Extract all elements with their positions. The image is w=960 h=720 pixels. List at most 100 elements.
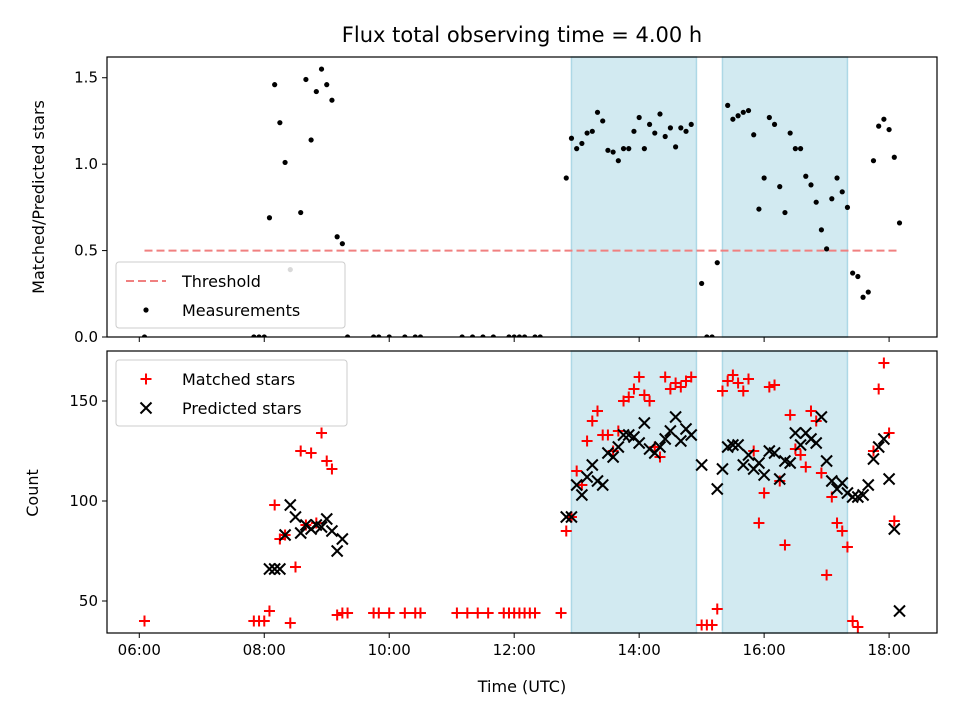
bottom-x-point-34 xyxy=(658,432,672,446)
top-dot-point-39 xyxy=(584,130,590,136)
bottom-plus-point-12 xyxy=(305,447,317,459)
bottom-plus-point-79 xyxy=(779,539,791,551)
top-dot-point-61 xyxy=(704,334,710,337)
bottom-x-point-26 xyxy=(617,428,630,442)
x-tick-label-6: 18:00 xyxy=(867,641,910,659)
top-dot-point-38 xyxy=(579,140,585,147)
bottom-plus-point-100 xyxy=(888,515,900,527)
bottom-x-point-39 xyxy=(685,428,698,442)
bottom-x-point-55 xyxy=(783,456,797,470)
bottom-x-point-57 xyxy=(794,438,807,452)
top-dot-point-26 xyxy=(469,334,476,337)
top-dot-point-82 xyxy=(818,227,825,233)
top-dot-point-43 xyxy=(605,147,611,153)
top-dot-point-89 xyxy=(855,273,861,280)
bottom-x-point-4 xyxy=(284,498,297,512)
bottom-x-point-14 xyxy=(336,532,349,546)
bottom-x-point-73 xyxy=(877,432,891,446)
bottom-x-point-63 xyxy=(825,474,839,488)
top-dot-point-19 xyxy=(371,334,377,337)
bottom-x-point-36 xyxy=(669,410,682,424)
top-dot-point-12 xyxy=(313,88,319,95)
top-dot-point-2 xyxy=(256,334,262,337)
top-dot-point-33 xyxy=(532,334,538,337)
bottom-plus-point-93 xyxy=(852,621,864,633)
bottom-x-point-46 xyxy=(737,458,750,472)
top-dot-point-81 xyxy=(813,199,819,205)
top-dot-point-78 xyxy=(797,146,804,152)
top-dot-point-42 xyxy=(600,118,606,124)
x-tick-label-4: 14:00 xyxy=(618,641,661,659)
top-panel: 0.0 0.5 1.0 1.5 Threshold Measurements xyxy=(74,56,938,346)
top-dot-point-80 xyxy=(808,182,814,188)
top-dot-point-35 xyxy=(563,175,569,181)
bottom-x-point-65 xyxy=(836,476,849,490)
bottom-plus-point-42 xyxy=(581,435,593,447)
bottom-x-point-24 xyxy=(606,450,620,464)
bottom-plus-point-92 xyxy=(847,615,859,627)
bottom-x-point-47 xyxy=(742,448,755,462)
top-shaded-interval-1 xyxy=(721,56,849,338)
bottom-plus-point-97 xyxy=(873,383,885,395)
top-dot-point-22 xyxy=(402,334,408,337)
bottom-plus-point-25 xyxy=(414,607,426,619)
top-dot-point-41 xyxy=(594,109,601,115)
bottom-x-point-17 xyxy=(570,478,583,492)
bottom-x-point-1 xyxy=(268,562,281,576)
bottom-plus-point-22 xyxy=(383,607,395,619)
top-dot-point-50 xyxy=(641,146,647,152)
top-dot-point-57 xyxy=(678,125,684,131)
bottom-plus-point-14 xyxy=(316,427,328,439)
top-dot-point-27 xyxy=(480,334,486,337)
top-dot-point-29 xyxy=(506,334,512,337)
top-shaded-interval-0 xyxy=(570,56,698,338)
bottom-plus-point-37 xyxy=(555,607,567,619)
bottom-plus-point-58 xyxy=(664,383,676,395)
top-dot-point-21 xyxy=(386,334,392,337)
bottom-plus-point-77 xyxy=(769,379,781,391)
bottom-x-point-76 xyxy=(893,604,906,618)
top-dot-point-85 xyxy=(834,175,840,181)
bottom-x-point-45 xyxy=(731,438,745,452)
bottom-plus-point-43 xyxy=(586,415,598,427)
top-dot-point-74 xyxy=(777,184,783,190)
top-dot-point-23 xyxy=(412,334,418,337)
top-dot-point-34 xyxy=(537,334,543,337)
chart-title: Flux total observing time = 4.00 h xyxy=(342,23,702,47)
top-legend-label-0: Threshold xyxy=(181,272,261,291)
bottom-x-point-35 xyxy=(664,424,677,438)
top-dot-point-93 xyxy=(876,123,882,129)
bottom-x-point-5 xyxy=(289,510,302,524)
top-dot-point-5 xyxy=(272,82,278,88)
top-dot-point-76 xyxy=(787,130,793,136)
bottom-x-point-29 xyxy=(632,436,646,450)
bottom-plus-point-69 xyxy=(727,369,739,381)
top-dot-point-69 xyxy=(751,132,757,138)
bottom-plus-point-38 xyxy=(560,525,572,537)
top-dot-point-31 xyxy=(516,334,522,337)
bottom-y-tick-label-1: 100 xyxy=(69,492,98,510)
top-dot-point-7 xyxy=(282,159,288,166)
top-dot-point-65 xyxy=(730,116,736,122)
top-dot-point-17 xyxy=(339,241,345,247)
bottom-legend-label-0: Matched stars xyxy=(182,370,295,389)
bottom-plus-point-17 xyxy=(331,609,343,621)
top-dot-point-45 xyxy=(615,158,621,164)
bottom-plus-point-60 xyxy=(675,381,687,393)
bottom-plus-point-86 xyxy=(815,467,827,479)
top-dot-point-58 xyxy=(683,128,689,134)
bottom-y-tick-label-2: 150 xyxy=(69,392,98,410)
bottom-x-point-40 xyxy=(695,458,708,472)
bottom-plus-point-71 xyxy=(737,385,749,397)
x-tick-label-0: 06:00 xyxy=(118,641,161,659)
bottom-plus-point-89 xyxy=(831,517,843,529)
bottom-plus-point-75 xyxy=(758,487,770,499)
bottom-x-point-30 xyxy=(638,416,651,430)
bottom-x-point-52 xyxy=(768,446,781,460)
bottom-x-point-41 xyxy=(711,482,724,496)
top-dot-point-86 xyxy=(839,189,845,195)
top-dot-point-51 xyxy=(646,121,653,128)
legend-matched-swatch xyxy=(140,373,152,385)
bottom-plus-point-28 xyxy=(472,607,484,619)
bottom-x-point-18 xyxy=(575,488,589,502)
